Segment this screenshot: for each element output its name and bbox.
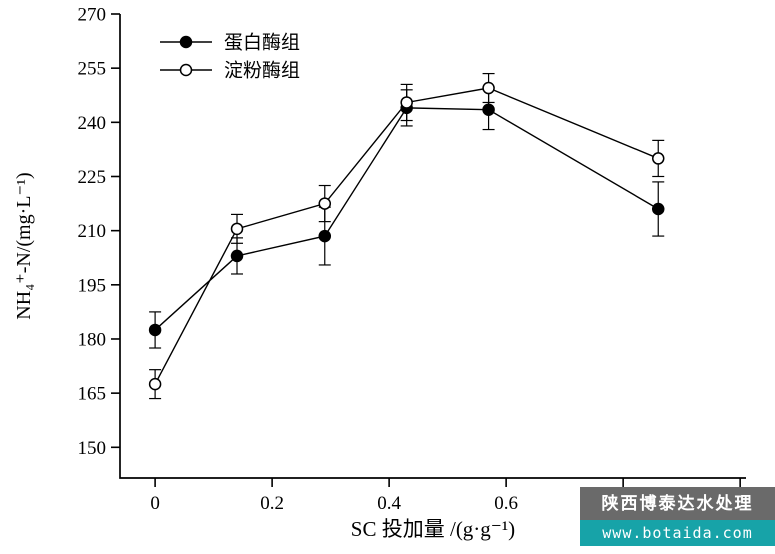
legend-item-0-label: 蛋白酶组 — [224, 32, 300, 54]
series-0-marker-filled-circle — [230, 249, 244, 263]
series-0-marker-filled-circle — [318, 229, 332, 243]
y-tick-label: 240 — [78, 113, 107, 134]
series-1-marker-open-circle — [400, 96, 413, 109]
series-1-marker-open-circle — [651, 152, 665, 165]
y-tick-label: 180 — [78, 329, 107, 350]
x-axis-title: SC 投加量 /(g·g⁻¹) — [351, 517, 515, 541]
y-tick-label: 195 — [78, 275, 107, 296]
y-axis-title: NH₄⁺-N/(mg·L⁻¹) — [13, 172, 35, 319]
y-tick-label: 225 — [78, 167, 107, 188]
x-tick-label: 0.6 — [494, 493, 518, 514]
series-0-marker-filled-circle — [482, 103, 495, 116]
series-0-marker-filled-circle — [148, 323, 162, 337]
series-1-marker-open-circle — [230, 222, 244, 236]
y-tick-label: 270 — [78, 5, 107, 26]
y-tick-label: 255 — [78, 59, 107, 80]
series-0-line — [154, 107, 659, 331]
y-tick-label: 165 — [78, 384, 107, 405]
axes — [119, 14, 746, 479]
x-tick-label: 0.4 — [377, 493, 401, 514]
watermark-company-name: 陕西博泰达水处理 — [580, 487, 775, 520]
series-0-marker-filled-circle — [651, 202, 665, 216]
series-1-marker-open-circle — [318, 197, 332, 210]
legend-item-1-label: 淀粉酶组 — [224, 60, 300, 82]
y-tick-label: 210 — [78, 221, 107, 242]
watermark: 陕西博泰达水处理 www.botaida.com — [580, 487, 775, 546]
legend-item-1-marker — [179, 63, 193, 77]
x-tick-label: 0.2 — [260, 493, 284, 514]
legend-item-0-marker — [179, 35, 193, 49]
y-tick-label: 150 — [78, 438, 107, 459]
x-tick-label: 0 — [150, 493, 160, 514]
series-1-marker-open-circle — [482, 81, 495, 95]
series-1-marker-open-circle — [148, 377, 162, 391]
watermark-website-link[interactable]: www.botaida.com — [580, 520, 775, 546]
series-1-line — [154, 87, 659, 385]
